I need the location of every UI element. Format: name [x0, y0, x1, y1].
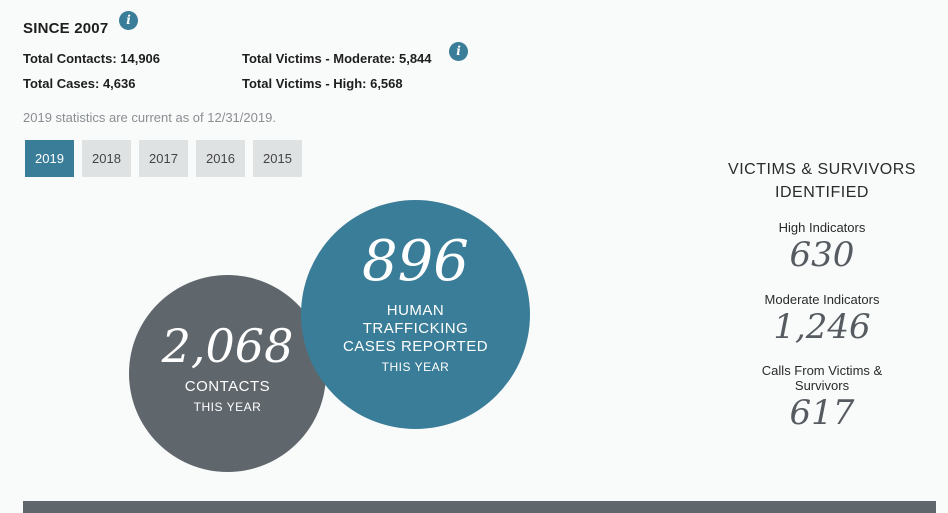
- cases-number: 896: [362, 229, 469, 294]
- calls-label-line2: Survivors: [794, 378, 850, 393]
- tab-2018[interactable]: 2018: [82, 140, 131, 177]
- victims-survivors-panel: VICTIMS & SURVIVORS IDENTIFIED High Indi…: [722, 158, 922, 433]
- cases-sub: THIS YEAR: [381, 360, 450, 374]
- stats-note: 2019 statistics are current as of 12/31/…: [23, 110, 276, 125]
- total-victims-high: Total Victims - High: 6,568: [242, 76, 403, 91]
- cases-label-line2: TRAFFICKING: [362, 320, 469, 337]
- total-contacts: Total Contacts: 14,906: [23, 51, 161, 66]
- calls-value: 617: [789, 393, 855, 433]
- moderate-indicators: Moderate Indicators 1,246: [722, 292, 922, 347]
- cases-label-line3: CASES REPORTED: [342, 338, 489, 355]
- section-title: SINCE 2007: [23, 20, 109, 37]
- calls-label: Calls From Victims & Survivors: [722, 363, 922, 393]
- side-title-line1: VICTIMS & SURVIVORS: [728, 161, 916, 178]
- tab-2019[interactable]: 2019: [25, 140, 74, 177]
- year-tabs: 2019 2018 2017 2016 2015: [25, 140, 302, 177]
- moderate-indicators-value: 1,246: [773, 307, 871, 347]
- total-victims-moderate: Total Victims - Moderate: 5,844: [242, 51, 432, 66]
- tab-2015[interactable]: 2015: [253, 140, 302, 177]
- side-title-line2: IDENTIFIED: [775, 184, 869, 201]
- cases-circle: 896 HUMAN TRAFFICKING CASES REPORTED THI…: [301, 200, 530, 429]
- calls-from-victims: Calls From Victims & Survivors 617: [722, 363, 922, 433]
- contacts-number: 2,068: [161, 319, 294, 373]
- side-title: VICTIMS & SURVIVORS IDENTIFIED: [722, 158, 922, 204]
- contacts-sub: THIS YEAR: [193, 400, 262, 414]
- info-icon[interactable]: i: [449, 42, 468, 61]
- tab-2017[interactable]: 2017: [139, 140, 188, 177]
- cases-label-line1: HUMAN: [386, 302, 445, 319]
- high-indicators-value: 630: [789, 235, 855, 275]
- tab-2016[interactable]: 2016: [196, 140, 245, 177]
- high-indicators-label: High Indicators: [778, 220, 866, 235]
- cases-label: HUMAN TRAFFICKING CASES REPORTED: [301, 302, 530, 356]
- bottom-divider-bar: [23, 501, 936, 513]
- info-icon[interactable]: i: [119, 11, 138, 30]
- moderate-indicators-label: Moderate Indicators: [764, 292, 880, 307]
- contacts-label: CONTACTS: [184, 378, 271, 395]
- contacts-circle: 2,068 CONTACTS THIS YEAR: [129, 275, 326, 472]
- high-indicators: High Indicators 630: [722, 220, 922, 275]
- total-cases: Total Cases: 4,636: [23, 76, 136, 91]
- calls-label-line1: Calls From Victims &: [761, 363, 883, 378]
